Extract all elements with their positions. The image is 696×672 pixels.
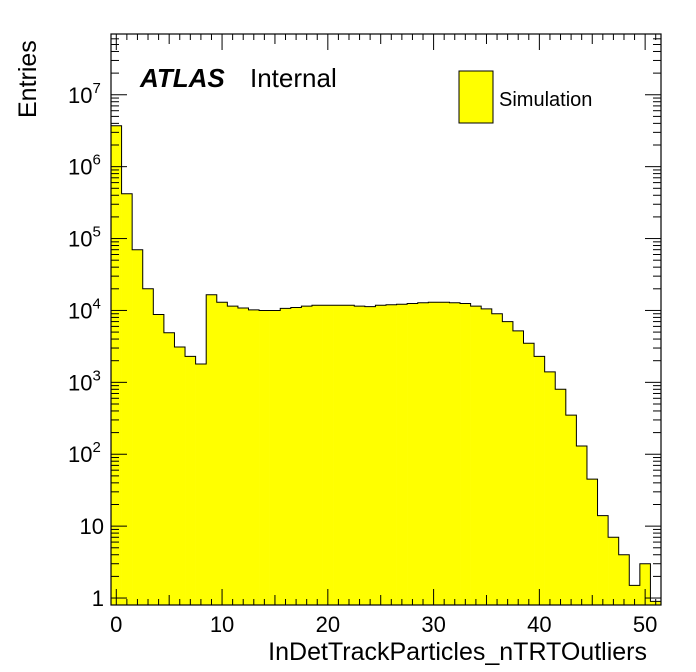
- histogram-bar: [481, 308, 493, 605]
- histogram-bar: [237, 308, 249, 605]
- histogram-bar: [206, 294, 218, 605]
- histogram-bar: [354, 306, 366, 605]
- histogram-bar: [322, 305, 334, 605]
- histogram-bar: [121, 193, 133, 605]
- y-tick-label: 104: [68, 295, 101, 323]
- histogram-bar: [502, 321, 514, 605]
- histogram-bar: [290, 307, 302, 605]
- histogram-bar: [618, 554, 630, 605]
- x-tick-labels: 0 10 20 30 40 50: [110, 612, 657, 637]
- histogram-bar: [375, 305, 387, 605]
- plot-frame: [110, 33, 662, 606]
- y-tick-label: 105: [68, 224, 101, 252]
- histogram-bar: [280, 308, 292, 605]
- histogram-bar: [544, 371, 556, 605]
- histogram-bar: [534, 356, 545, 605]
- x-tick-label: 0: [110, 612, 122, 637]
- histogram-bar: [132, 249, 144, 605]
- internal-label: Internal: [250, 63, 337, 93]
- histogram-bar: [343, 305, 355, 605]
- histogram-bar: [142, 288, 154, 605]
- histogram-bar: [629, 585, 641, 605]
- histogram-bar: [449, 302, 461, 605]
- axis-ticks: [111, 33, 661, 605]
- y-tick-label: 102: [68, 439, 101, 467]
- histogram-bar: [216, 302, 228, 605]
- histogram-bar: [586, 479, 598, 605]
- histogram-bar: [428, 302, 440, 605]
- histogram-bar: [185, 356, 196, 605]
- histogram-bar: [470, 306, 482, 605]
- y-tick-label: 106: [68, 152, 101, 180]
- histogram-bar: [576, 446, 588, 605]
- histogram-bar: [460, 303, 471, 605]
- histogram-bar: [333, 305, 344, 605]
- histogram-bar: [608, 537, 619, 605]
- histogram-bar: [523, 343, 535, 605]
- histogram-bar: [227, 306, 239, 605]
- legend-swatch: [458, 70, 494, 124]
- atlas-label: ATLAS: [139, 63, 225, 93]
- y-tick-label: 10: [80, 514, 104, 539]
- histogram-bar: [248, 309, 260, 605]
- histogram-bar: [417, 302, 429, 605]
- histogram-bar: [259, 310, 270, 605]
- x-tick-label: 50: [633, 612, 657, 637]
- histogram-bar: [269, 310, 281, 605]
- histogram-bar: [163, 332, 175, 605]
- histogram-bar: [396, 304, 408, 605]
- histogram-bar: [491, 313, 503, 605]
- y-tick-label: 1: [92, 586, 104, 611]
- y-tick-labels: 1 10 102 103 104 105 106 107: [68, 80, 104, 611]
- y-tick-label: 103: [68, 367, 101, 395]
- histogram-bar: [512, 330, 524, 605]
- histogram-bar: [597, 515, 609, 605]
- histogram-bars: [111, 125, 662, 606]
- histogram-outline: [110, 125, 662, 605]
- histogram-bar: [111, 125, 122, 606]
- histogram-bar: [195, 363, 207, 605]
- legend-entry-simulation: Simulation: [499, 89, 592, 111]
- histogram-bar: [407, 303, 419, 605]
- histogram-bar: [153, 314, 165, 605]
- histogram-bar: [364, 306, 376, 605]
- x-tick-label: 40: [527, 612, 551, 637]
- histogram-bar: [438, 302, 450, 605]
- histogram-bar: [174, 347, 186, 605]
- x-tick-label: 20: [316, 612, 340, 637]
- histogram-bar: [555, 389, 567, 605]
- x-tick-label: 10: [210, 612, 234, 637]
- y-axis-title: Entries: [14, 40, 42, 118]
- histogram-bar: [386, 304, 397, 605]
- histogram-bar: [301, 306, 313, 605]
- y-tick-label: 107: [68, 80, 101, 108]
- x-tick-label: 30: [421, 612, 445, 637]
- histogram-bar: [639, 563, 651, 605]
- histogram-bar: [565, 415, 577, 605]
- legend: Simulation: [458, 70, 592, 124]
- histogram-bar: [311, 305, 323, 605]
- x-axis-title: InDetTrackParticles_nTRTOutliers: [268, 638, 647, 666]
